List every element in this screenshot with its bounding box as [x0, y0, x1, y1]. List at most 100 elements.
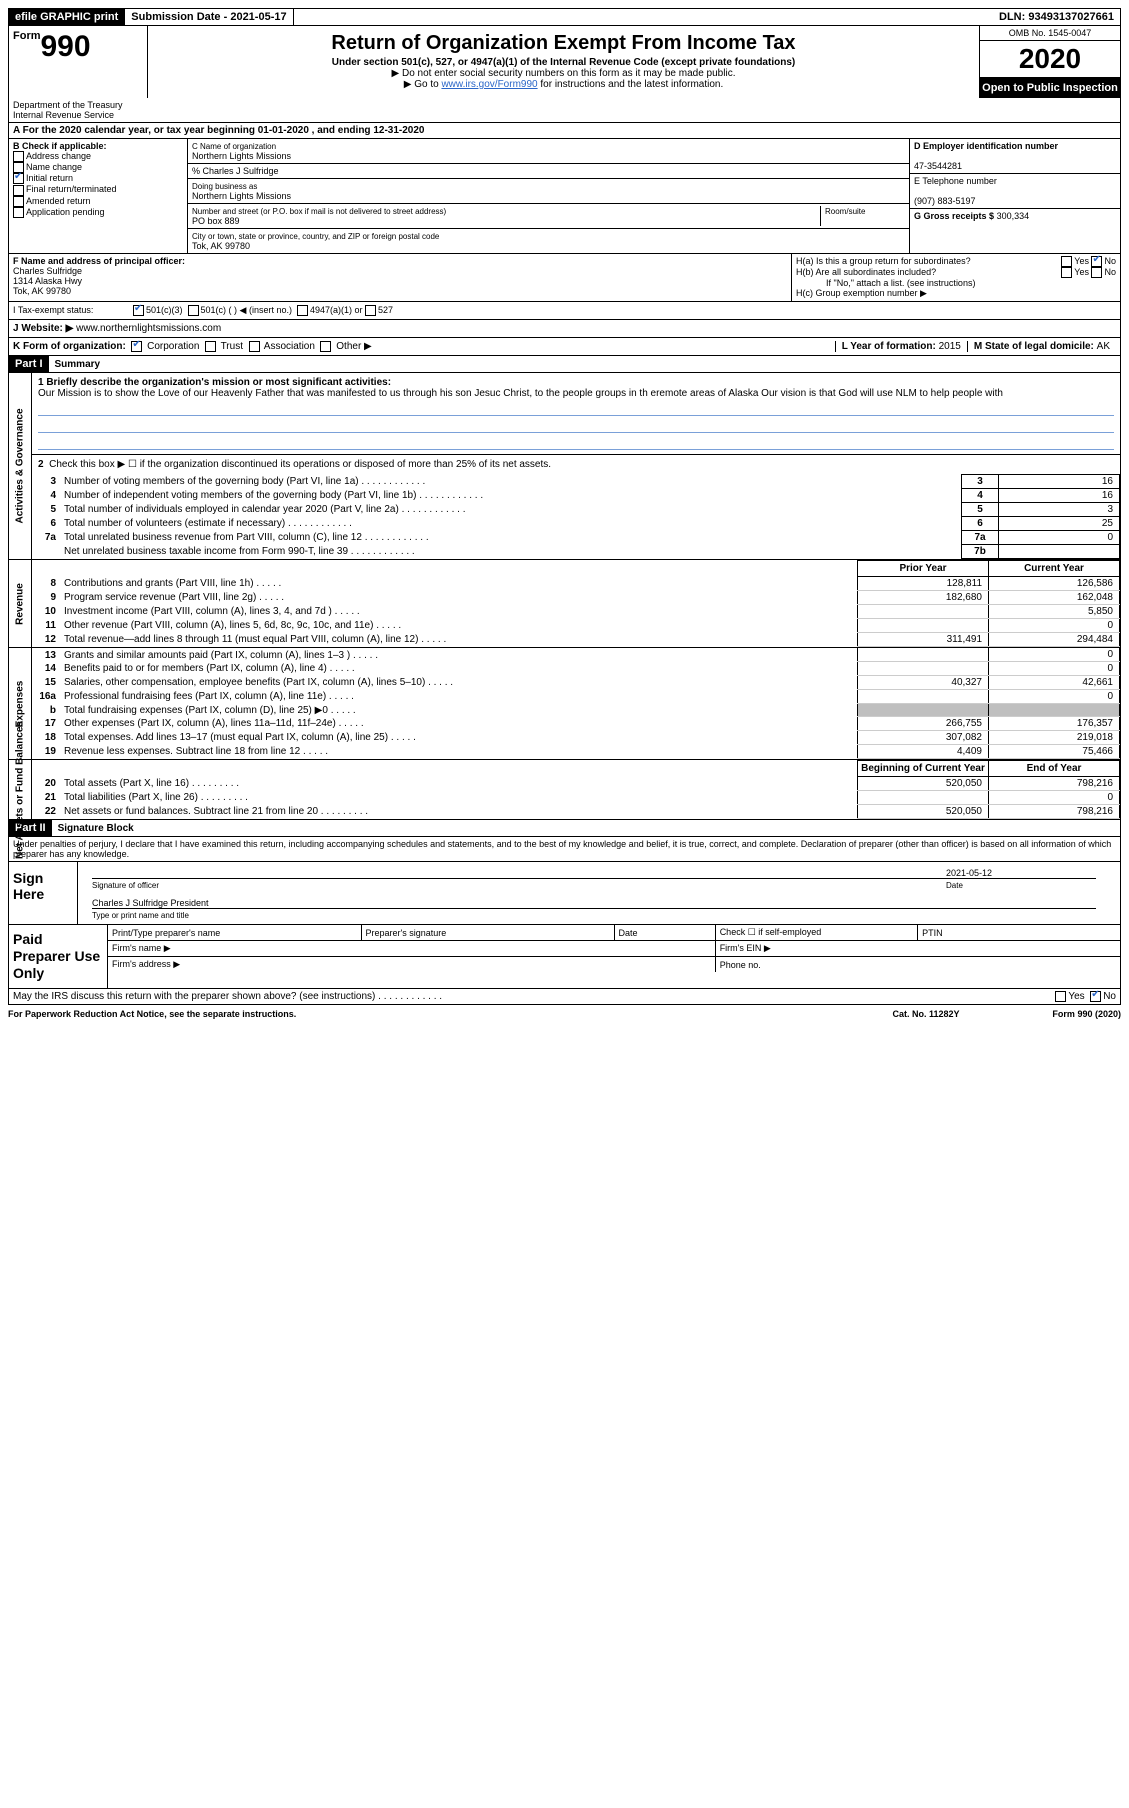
efile-print-button[interactable]: efile GRAPHIC print	[9, 9, 125, 25]
net-assets-table: Beginning of Current YearEnd of Year20To…	[32, 760, 1120, 819]
note-link-post: for instructions and the latest informat…	[538, 79, 724, 90]
note-link: ▶ Go to www.irs.gov/Form990 for instruct…	[152, 79, 975, 90]
dept-irs: Internal Revenue Service	[13, 110, 114, 120]
opt-trust: Trust	[221, 341, 243, 352]
exp-line-19: 19Revenue less expenses. Subtract line 1…	[32, 745, 1120, 759]
governance-block: Activities & Governance 1 Briefly descri…	[8, 373, 1121, 560]
dba-label: Doing business as	[192, 182, 257, 191]
discuss-yes-check[interactable]	[1055, 991, 1066, 1002]
box-d-e-g: D Employer identification number 47-3544…	[909, 139, 1120, 253]
hc-label: H(c) Group exemption number ▶	[796, 288, 1116, 299]
ha-no-label: No	[1104, 256, 1116, 266]
k-label: K Form of organization:	[13, 341, 126, 352]
street-value: PO box 889	[192, 216, 240, 226]
part1-badge: Part I	[9, 356, 49, 372]
rev-line-12: 12Total revenue—add lines 8 through 11 (…	[32, 633, 1120, 647]
check-501c3[interactable]	[133, 305, 144, 316]
check-address-change[interactable]	[13, 151, 24, 162]
net-line-20: 20Total assets (Part X, line 16) . . . .…	[32, 777, 1120, 791]
firm-addr: Firm's address ▶	[108, 957, 715, 973]
room-label: Room/suite	[825, 207, 865, 216]
cat-number: Cat. No. 11282Y	[851, 1009, 1001, 1019]
dln-value: 93493137027661	[1028, 11, 1114, 23]
box-b-checkboxes: B Check if applicable: Address change Na…	[9, 139, 188, 253]
box-b-title: B Check if applicable:	[13, 141, 107, 151]
gov-line-7b: Net unrelated business taxable income fr…	[32, 545, 1120, 559]
discuss-row: May the IRS discuss this return with the…	[8, 989, 1121, 1005]
gov-line-3: 3Number of voting members of the governi…	[32, 475, 1120, 489]
net-line-22: 22Net assets or fund balances. Subtract …	[32, 805, 1120, 819]
note-link-pre: ▶ Go to	[404, 79, 442, 90]
form-title: Return of Organization Exempt From Incom…	[152, 32, 975, 55]
sig-officer-caption: Signature of officer	[82, 881, 936, 890]
side-governance: Activities & Governance	[9, 373, 32, 559]
officer-name: Charles Sulfridge	[13, 266, 82, 276]
org-name-label: C Name of organization	[192, 142, 276, 151]
signature-block: Under penalties of perjury, I declare th…	[8, 837, 1121, 988]
tax-status-row: I Tax-exempt status: 501(c)(3) 501(c) ( …	[8, 302, 1121, 320]
domicile-value: AK	[1097, 341, 1110, 352]
check-other[interactable]	[320, 341, 331, 352]
check-501c[interactable]	[188, 305, 199, 316]
hb-yes-label: Yes	[1074, 267, 1089, 277]
ha-yes-label: Yes	[1074, 256, 1089, 266]
net-line-21: 21Total liabilities (Part X, line 26) . …	[32, 791, 1120, 805]
sig-name-caption: Type or print name and title	[82, 911, 1116, 920]
box-h-group: H(a) Is this a group return for subordin…	[791, 254, 1120, 301]
org-name: Northern Lights Missions	[192, 151, 291, 161]
prep-ptin: PTIN	[918, 925, 1120, 941]
prep-sig-hdr: Preparer's signature	[361, 925, 614, 941]
sign-here-row: Sign Here 2021-05-12 Signature of office…	[9, 861, 1120, 924]
officer-addr2: Tok, AK 99780	[13, 286, 71, 296]
dept-treasury: Department of the Treasury	[13, 100, 123, 110]
check-association[interactable]	[249, 341, 260, 352]
exp-line-16a: 16aProfessional fundraising fees (Part I…	[32, 690, 1120, 704]
check-trust[interactable]	[205, 341, 216, 352]
firm-phone: Phone no.	[715, 957, 1120, 973]
domicile-label: M State of legal domicile:	[974, 341, 1097, 352]
hb-yes[interactable]	[1061, 267, 1072, 278]
hb-no-label: No	[1104, 267, 1116, 277]
dln: DLN: 93493137027661	[993, 9, 1120, 25]
revenue-block: Revenue Prior YearCurrent Year8Contribut…	[8, 560, 1121, 648]
label-name-change: Name change	[26, 162, 82, 172]
paid-preparer-label: Paid Preparer Use Only	[9, 925, 108, 987]
ha-yes[interactable]	[1061, 256, 1072, 267]
opt-corporation: Corporation	[147, 341, 199, 352]
gross-receipts-label: G Gross receipts $	[914, 211, 994, 221]
dln-label: DLN:	[999, 11, 1028, 23]
part2-title: Signature Block	[52, 823, 134, 834]
check-4947[interactable]	[297, 305, 308, 316]
exp-line-14: 14Benefits paid to or for members (Part …	[32, 662, 1120, 676]
check-527[interactable]	[365, 305, 376, 316]
ha-no[interactable]	[1091, 256, 1102, 267]
year-formation-label: L Year of formation:	[842, 341, 939, 352]
check-final-return[interactable]	[13, 185, 24, 196]
check-amended[interactable]	[13, 196, 24, 207]
mission-label: 1 Briefly describe the organization's mi…	[38, 377, 391, 388]
side-revenue: Revenue	[9, 560, 32, 647]
exp-line-15: 15Salaries, other compensation, employee…	[32, 676, 1120, 690]
tax-year: 2020	[980, 41, 1120, 78]
expenses-block: Expenses 13Grants and similar amounts pa…	[8, 648, 1121, 760]
discuss-no: No	[1103, 991, 1116, 1002]
officer-group-row: F Name and address of principal officer:…	[8, 254, 1121, 302]
governance-table: 3Number of voting members of the governi…	[32, 474, 1120, 559]
preparer-table: Print/Type preparer's name Preparer's si…	[108, 925, 1120, 972]
discuss-no-check[interactable]	[1090, 991, 1101, 1002]
top-bar: efile GRAPHIC print Submission Date - 20…	[8, 8, 1121, 26]
check-app-pending[interactable]	[13, 207, 24, 218]
gov-line-6: 6Total number of volunteers (estimate if…	[32, 517, 1120, 531]
check-corporation[interactable]	[131, 341, 142, 352]
form-subtitle: Under section 501(c), 527, or 4947(a)(1)…	[152, 57, 975, 68]
omb-number: OMB No. 1545-0047	[980, 26, 1120, 41]
firm-ein: Firm's EIN ▶	[715, 941, 1120, 957]
hb-no[interactable]	[1091, 267, 1102, 278]
check-initial-return[interactable]	[13, 173, 24, 184]
form-number-box: Form990	[9, 26, 147, 98]
org-info-block: B Check if applicable: Address change Na…	[8, 139, 1121, 254]
part2-header-row: Part II Signature Block	[8, 820, 1121, 837]
irs-link[interactable]: www.irs.gov/Form990	[441, 79, 537, 90]
gov-line-4: 4Number of independent voting members of…	[32, 489, 1120, 503]
opt-501c3: 501(c)(3)	[146, 305, 183, 316]
